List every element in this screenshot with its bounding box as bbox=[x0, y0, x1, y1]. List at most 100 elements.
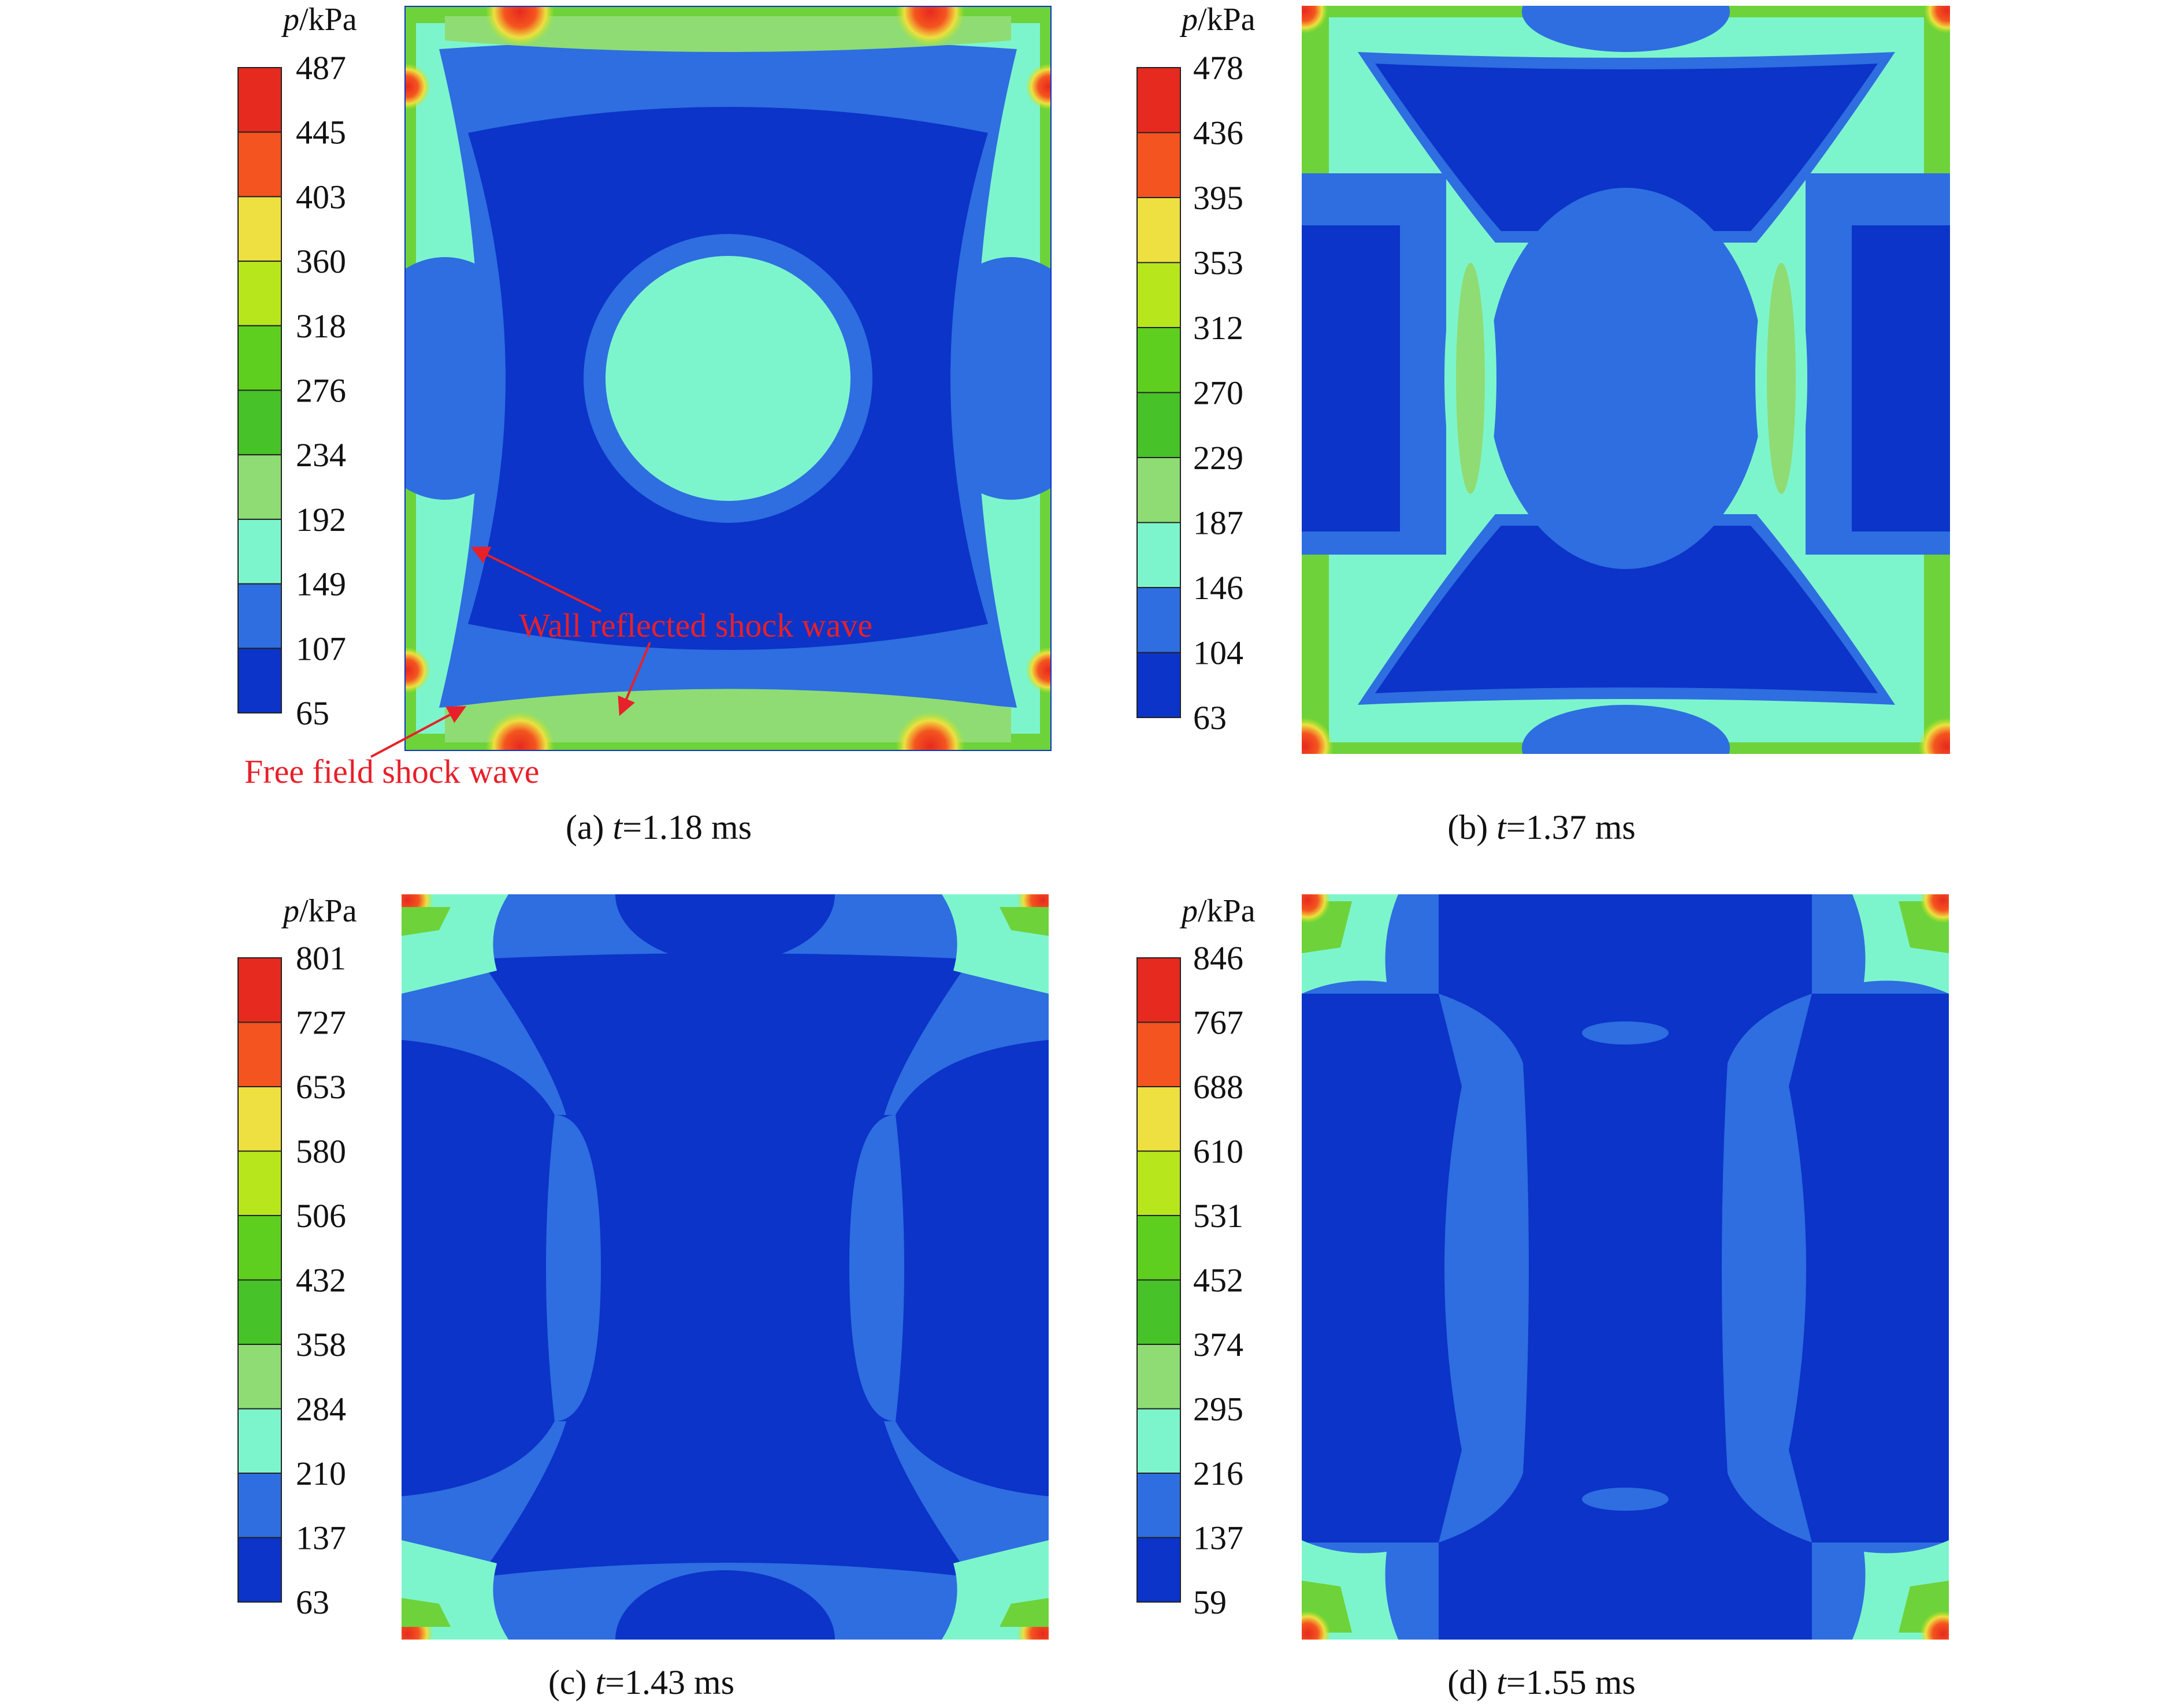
colorbar-band bbox=[1136, 522, 1181, 588]
colorbar-tick-label: 107 bbox=[296, 630, 346, 667]
annotation-wall-reflected: Wall reflected shock wave bbox=[519, 607, 872, 644]
colorbar-tick-label: 210 bbox=[296, 1455, 346, 1492]
contour-plot-b bbox=[1302, 6, 1950, 754]
colorbar-tick-label: 358 bbox=[296, 1326, 346, 1363]
arrow-wall-reflected-left bbox=[470, 547, 601, 612]
colorbar-band bbox=[1136, 1086, 1181, 1152]
colorbar-band bbox=[1136, 392, 1181, 458]
colorbar-tick-label: 187 bbox=[1193, 504, 1243, 542]
colorbar-band bbox=[237, 1473, 282, 1538]
colorbar-tick-label: 452 bbox=[1193, 1262, 1243, 1299]
colorbar-band bbox=[237, 1537, 282, 1603]
colorbar-tick-label: 610 bbox=[1193, 1133, 1243, 1170]
colorbar-tick-label: 59 bbox=[1193, 1584, 1227, 1621]
colorbar-tick-label: 506 bbox=[296, 1197, 346, 1235]
colorbar-tick-label: 295 bbox=[1193, 1391, 1243, 1428]
colorbar-tick-label: 801 bbox=[296, 939, 346, 977]
colorbar-tick-label: 403 bbox=[296, 178, 346, 215]
colorbar-band bbox=[1136, 197, 1181, 263]
colorbar-band bbox=[1136, 1408, 1181, 1474]
contour-plot-d bbox=[1302, 894, 1949, 1640]
colorbar-ticks-c: 801 727 653 580 506 432 358 284 210 137 63 bbox=[296, 939, 346, 1621]
colorbar-band bbox=[1136, 652, 1181, 718]
colorbar-tick-label: 216 bbox=[1193, 1455, 1243, 1492]
colorbar-band bbox=[1136, 1473, 1181, 1538]
colorbar-tick-label: 63 bbox=[1193, 699, 1227, 737]
colorbar-band bbox=[237, 67, 282, 133]
colorbar-tick-label: 284 bbox=[296, 1391, 346, 1428]
colorbar-tick-label: 432 bbox=[296, 1262, 346, 1299]
colorbar-band bbox=[237, 1344, 282, 1410]
colorbar-band bbox=[1136, 587, 1181, 653]
panel-c: p/kPa 801 727 653 580 506 432 358 284 210 137 63 (… bbox=[237, 893, 1049, 1701]
arrow-free-field bbox=[370, 706, 467, 758]
colorbar-c bbox=[237, 957, 282, 1603]
colorbar-band bbox=[1136, 1150, 1181, 1216]
colorbar-band bbox=[237, 196, 282, 262]
colorbar-band bbox=[1136, 262, 1181, 328]
panel-a: p/kPa 487 445 403 360 318 276 234 192 149 107 65 W… bbox=[237, 2, 1052, 846]
panel-b: p/kPa 478 436 395 353 312 270 229 187 146 104 63 (… bbox=[1136, 2, 1950, 846]
annotation-free-field: Free field shock wave bbox=[244, 753, 540, 790]
colorbar-band bbox=[237, 325, 282, 391]
colorbar-tick-label: 487 bbox=[296, 49, 346, 87]
colorbar-band bbox=[237, 1150, 282, 1216]
colorbar-band bbox=[237, 261, 282, 326]
colorbar-band bbox=[1136, 1021, 1181, 1087]
colorbar-tick-label: 688 bbox=[1193, 1068, 1243, 1106]
colorbar-band bbox=[237, 131, 282, 198]
colorbar-unit-d: p/kPa bbox=[1179, 893, 1256, 929]
colorbar-band bbox=[237, 1086, 282, 1152]
colorbar-band bbox=[237, 518, 282, 585]
caption-b: (b) t=1.37 ms bbox=[1447, 808, 1636, 846]
colorbar-tick-label: 318 bbox=[296, 307, 346, 345]
colorbar-tick-label: 276 bbox=[296, 372, 346, 410]
colorbar-tick-label: 360 bbox=[296, 243, 346, 280]
colorbar-band bbox=[237, 583, 282, 649]
colorbar-tick-label: 149 bbox=[296, 566, 346, 603]
colorbar-band bbox=[1136, 67, 1181, 133]
colorbar-tick-label: 445 bbox=[296, 114, 346, 151]
colorbar-band bbox=[1136, 1344, 1181, 1410]
colorbar-tick-label: 374 bbox=[1193, 1326, 1243, 1363]
colorbar-band bbox=[237, 1215, 282, 1281]
panel-d: p/kPa 846 767 688 610 531 452 374 295 216 137 59 (… bbox=[1136, 893, 1949, 1701]
colorbar-tick-label: 353 bbox=[1193, 244, 1243, 282]
colorbar-band bbox=[237, 1279, 282, 1345]
colorbar-ticks-d: 846 767 688 610 531 452 374 295 216 137 59 bbox=[1193, 939, 1243, 1621]
colorbar-tick-label: 63 bbox=[296, 1584, 329, 1621]
colorbar-unit-c: p/kPa bbox=[281, 893, 357, 929]
colorbar-tick-label: 395 bbox=[1193, 179, 1243, 217]
colorbar-band bbox=[237, 389, 282, 456]
colorbar-tick-label: 767 bbox=[1193, 1004, 1243, 1042]
colorbar-tick-label: 531 bbox=[1193, 1197, 1243, 1235]
colorbar-band bbox=[1136, 1279, 1181, 1345]
colorbar-tick-label: 229 bbox=[1193, 439, 1243, 477]
colorbar-tick-label: 478 bbox=[1193, 49, 1243, 87]
colorbar-band bbox=[237, 454, 282, 520]
colorbar-tick-label: 234 bbox=[296, 436, 346, 474]
colorbar-b bbox=[1136, 67, 1181, 718]
colorbar-tick-label: 580 bbox=[296, 1133, 346, 1170]
arrow-wall-reflected-down bbox=[618, 642, 651, 716]
colorbar-ticks-b: 478 436 395 353 312 270 229 187 146 104 63 bbox=[1193, 49, 1243, 737]
colorbar-tick-label: 65 bbox=[296, 694, 329, 732]
colorbar-tick-label: 653 bbox=[296, 1068, 346, 1106]
colorbar-tick-label: 146 bbox=[1193, 569, 1243, 607]
colorbar-band bbox=[1136, 132, 1181, 198]
caption-a: (a) t=1.18 ms bbox=[566, 808, 752, 846]
colorbar-tick-label: 192 bbox=[296, 501, 346, 538]
colorbar-unit-a: p/kPa bbox=[281, 2, 357, 38]
colorbar-band bbox=[237, 1408, 282, 1474]
colorbar-band bbox=[1136, 1537, 1181, 1603]
colorbar-tick-label: 270 bbox=[1193, 374, 1243, 412]
colorbar-band bbox=[237, 957, 282, 1023]
colorbar-ticks-a: 487 445 403 360 318 276 234 192 149 107 65 bbox=[296, 49, 346, 732]
colorbar-band bbox=[1136, 1215, 1181, 1281]
colorbar-tick-label: 846 bbox=[1193, 939, 1243, 977]
colorbar-band bbox=[1136, 457, 1181, 523]
colorbar-band bbox=[1136, 957, 1181, 1023]
colorbar-d bbox=[1136, 957, 1181, 1603]
